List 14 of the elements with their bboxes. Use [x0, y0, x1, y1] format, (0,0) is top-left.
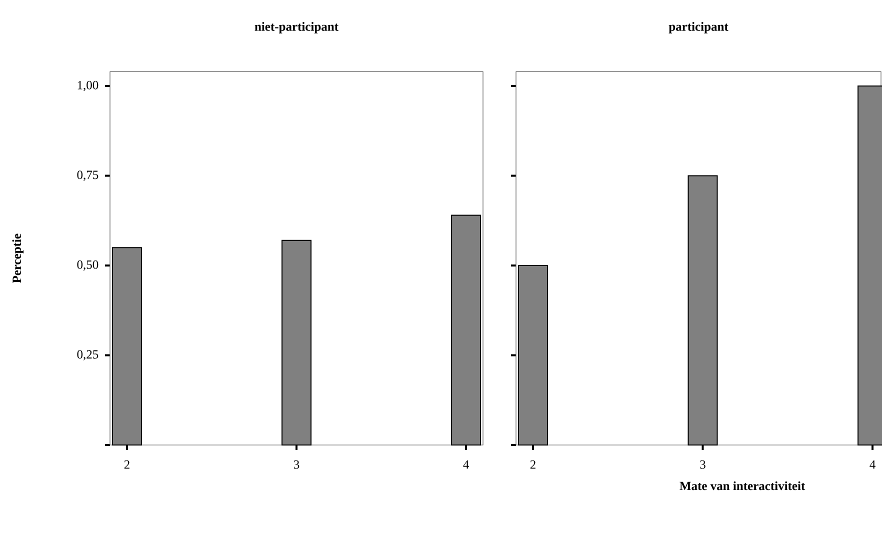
x-tick-label: 4 — [463, 460, 469, 469]
x-tick-label: 2 — [530, 460, 536, 469]
chart-title: niet-participant — [254, 22, 338, 34]
y-tick-label: 0,75 — [77, 170, 98, 181]
x-axis-title: Mate van interactiviteit — [680, 481, 806, 490]
y-axis-title: Perceptie — [12, 234, 24, 283]
x-tick-label: 3 — [700, 460, 706, 469]
x-tick-label: 4 — [870, 460, 876, 469]
y-tick-label: 0,50 — [77, 260, 98, 271]
x-tick-label: 3 — [294, 460, 300, 469]
y-tick-label: 1,00 — [78, 80, 98, 92]
chart-title: participant — [668, 22, 728, 34]
y-tick-label: 0,25 — [77, 350, 98, 360]
x-tick-label: 2 — [124, 460, 130, 469]
